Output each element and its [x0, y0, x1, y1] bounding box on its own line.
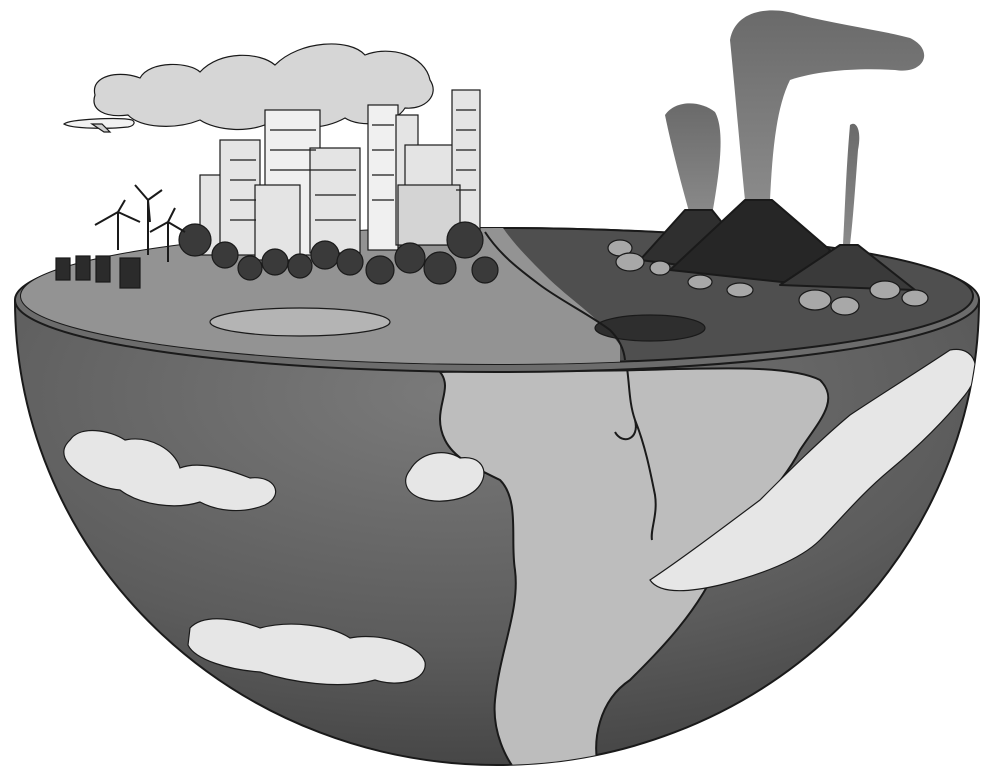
- smoke-plume: [843, 123, 860, 245]
- cloud-right: [649, 348, 977, 592]
- solar-panel: [75, 255, 91, 281]
- solar-panel: [55, 257, 71, 281]
- cloud-left: [63, 429, 277, 512]
- rock: [830, 296, 860, 316]
- cloud-center: [405, 452, 485, 502]
- building: [219, 139, 261, 256]
- building: [254, 184, 301, 261]
- tree: [471, 256, 499, 284]
- crack-upper: [484, 231, 626, 361]
- rock: [649, 260, 671, 276]
- rock: [798, 289, 832, 311]
- tree: [287, 253, 313, 279]
- rock: [687, 274, 713, 290]
- tree: [211, 241, 239, 269]
- rock: [615, 252, 645, 272]
- cloud-bottom: [187, 618, 426, 686]
- tree: [423, 251, 457, 285]
- volcanoes: [639, 199, 916, 291]
- smoke-plume: [730, 10, 925, 201]
- smoke-plume: [665, 103, 721, 215]
- wind-turbines: [94, 184, 186, 262]
- rock: [869, 280, 901, 300]
- sky-cloud: [93, 43, 434, 130]
- building-windows: [230, 109, 476, 221]
- sphere-features: [63, 348, 977, 765]
- tree: [336, 248, 364, 276]
- building: [309, 147, 361, 254]
- tree: [365, 255, 395, 285]
- airplane: [62, 117, 135, 133]
- tree: [178, 223, 212, 257]
- trees: [178, 221, 499, 285]
- airplane-wing: [90, 123, 112, 133]
- rock: [726, 282, 754, 298]
- solar-panel: [119, 257, 141, 289]
- dark-pool: [594, 314, 706, 342]
- tree: [237, 255, 263, 281]
- smoke: [665, 10, 925, 245]
- turbine: [94, 199, 141, 250]
- turbine: [149, 207, 186, 262]
- building: [367, 104, 399, 251]
- tree: [310, 240, 340, 270]
- continent: [439, 367, 830, 765]
- crack-lower: [614, 354, 657, 541]
- solar-panels: [55, 255, 141, 289]
- tree: [394, 242, 426, 274]
- tree: [261, 248, 289, 276]
- rock: [901, 289, 929, 307]
- tree: [446, 221, 484, 259]
- turbine: [134, 184, 163, 255]
- solar-panel: [95, 255, 111, 283]
- lake: [209, 307, 391, 337]
- rocks: [607, 239, 929, 316]
